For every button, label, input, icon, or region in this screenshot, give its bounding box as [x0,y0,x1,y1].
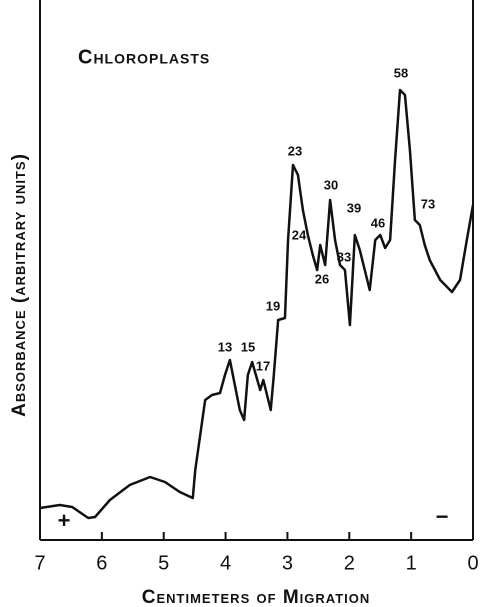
x-axis-label: Centimeters of Migration [142,587,371,607]
y-axis-label: Absorbance (arbitrary units) [9,153,30,417]
anode-sign: + [58,508,71,533]
peak-label: 30 [324,177,338,192]
trace [39,88,475,520]
x-tick-label: 2 [344,552,355,574]
peak-label: 39 [347,200,361,215]
peak-label: 73 [421,196,435,211]
x-tick-label: 4 [220,552,231,574]
peak-label: 46 [371,215,385,230]
cathode-sign: − [436,504,449,529]
peak-label: 58 [394,65,408,80]
peak-label: 17 [256,358,270,373]
x-tick-label: 7 [34,552,45,574]
x-tick-label: 1 [406,552,417,574]
chart-title: Chloroplasts [78,46,210,68]
peak-label: 26 [315,271,329,286]
peak-label: 15 [241,339,255,354]
x-tick-label: 0 [467,552,478,574]
peak-label: 13 [218,339,232,354]
peak-label: 19 [266,298,280,313]
peak-label: 24 [292,227,307,242]
x-tick-label: 3 [282,552,293,574]
x-tick-label: 5 [158,552,169,574]
x-tick-label: 6 [96,552,107,574]
peak-label: 23 [288,143,302,158]
